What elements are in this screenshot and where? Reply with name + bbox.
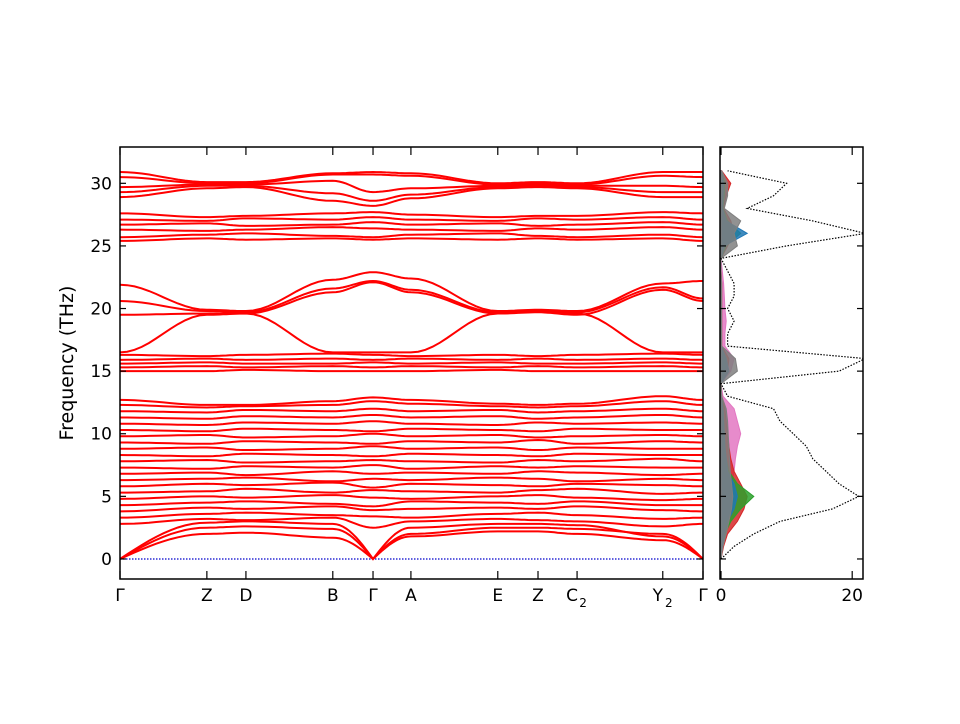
k-point-label: B <box>327 586 339 606</box>
band-line-31 <box>119 279 704 314</box>
band-line-12 <box>120 464 703 470</box>
dos-frame <box>719 146 864 580</box>
band-line-17 <box>119 432 704 439</box>
band-line-20 <box>120 414 704 420</box>
band-line-14 <box>119 452 703 458</box>
band-line-18 <box>120 427 703 433</box>
band-line-30 <box>120 281 704 316</box>
y-tick-label: 25 <box>90 237 112 257</box>
band-line-42 <box>119 173 704 186</box>
k-point-label: Z <box>201 586 213 606</box>
dos-plot-area <box>720 170 863 560</box>
band-line-10 <box>120 476 703 483</box>
band-line-37 <box>120 216 703 222</box>
band-line-5 <box>119 505 703 513</box>
band-line-4 <box>120 511 704 520</box>
band-line-22 <box>119 400 703 409</box>
band-line-28 <box>120 352 704 358</box>
k-point-label: A <box>405 586 417 606</box>
band-line-35 <box>119 226 703 232</box>
band-line-27 <box>119 357 704 361</box>
y-tick-label: 0 <box>101 550 112 570</box>
band-line-9 <box>120 481 703 489</box>
k-point-subscript: 2 <box>665 596 673 610</box>
band-line-19 <box>119 420 703 426</box>
band-line-36 <box>120 221 703 227</box>
band-line-13 <box>120 457 703 464</box>
k-point-label: Γ <box>698 586 708 606</box>
partial-dos-4 <box>720 170 742 560</box>
k-point-label: Y <box>652 586 664 606</box>
k-point-label: C <box>566 586 578 606</box>
band-line-23 <box>119 395 703 406</box>
band-line-2 <box>119 530 704 561</box>
band-line-33 <box>120 237 703 242</box>
k-point-subscript: 2 <box>579 596 587 610</box>
band-line-38 <box>120 211 704 219</box>
band-line-7 <box>119 494 703 502</box>
k-point-label: Γ <box>368 586 378 606</box>
y-tick-label: 5 <box>101 487 112 507</box>
k-point-label: Z <box>532 586 544 606</box>
y-tick-label: 30 <box>90 174 112 194</box>
band-line-16 <box>120 438 703 445</box>
k-point-label: E <box>492 586 503 606</box>
band-line-3 <box>119 516 703 529</box>
dos-x-tick-label: 20 <box>841 586 863 606</box>
band-line-24 <box>120 368 703 373</box>
band-line-25 <box>120 365 703 369</box>
k-point-label: Γ <box>115 586 125 606</box>
y-tick-label: 20 <box>90 300 112 320</box>
band-line-8 <box>120 487 703 495</box>
band-line-21 <box>120 407 703 414</box>
band-line-29 <box>119 309 703 354</box>
y-tick-label: 15 <box>90 362 112 382</box>
y-axis-label: Frequency (THz) <box>56 286 78 441</box>
band-line-39 <box>119 186 703 207</box>
band-line-11 <box>120 470 703 477</box>
band-line-1 <box>119 520 704 561</box>
band-line-34 <box>119 232 704 239</box>
band-line-6 <box>120 500 703 508</box>
band-line-32 <box>119 271 703 312</box>
y-tick-label: 10 <box>90 425 112 445</box>
k-point-label: D <box>239 586 252 606</box>
band-line-15 <box>120 445 703 451</box>
dos-axes: 0 20 <box>716 146 864 606</box>
band-line-0 <box>119 525 704 561</box>
dos-x-tick-label: 0 <box>716 586 727 606</box>
band-line-43 <box>119 170 703 185</box>
band-line-41 <box>119 179 704 194</box>
band-line-26 <box>120 361 703 365</box>
band-line-40 <box>119 184 703 202</box>
